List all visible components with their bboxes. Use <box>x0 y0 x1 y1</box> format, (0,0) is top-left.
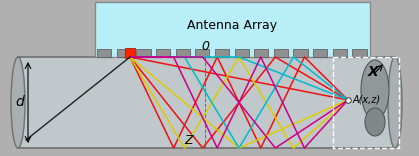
Bar <box>333 49 347 57</box>
Text: A(x,z): A(x,z) <box>353 95 381 105</box>
Bar <box>274 49 288 57</box>
Ellipse shape <box>11 57 25 148</box>
Bar <box>215 49 229 57</box>
Bar <box>176 49 190 57</box>
Text: X: X <box>367 65 378 79</box>
Bar <box>125 48 135 58</box>
Bar <box>116 49 131 57</box>
Text: Z: Z <box>185 134 193 147</box>
Bar <box>195 49 210 57</box>
Bar <box>136 49 150 57</box>
Ellipse shape <box>361 60 389 120</box>
Text: 0: 0 <box>201 40 209 53</box>
Text: d: d <box>16 95 24 110</box>
Bar <box>293 49 308 57</box>
Bar <box>254 49 268 57</box>
Bar <box>352 49 367 57</box>
Ellipse shape <box>365 108 385 136</box>
Bar <box>333 57 399 148</box>
Bar <box>95 2 370 57</box>
Bar <box>97 49 111 57</box>
Bar <box>18 57 395 148</box>
Ellipse shape <box>388 57 402 148</box>
Bar <box>156 49 170 57</box>
Text: Antenna Array: Antenna Array <box>187 19 277 32</box>
Bar <box>313 49 327 57</box>
Bar <box>235 49 249 57</box>
